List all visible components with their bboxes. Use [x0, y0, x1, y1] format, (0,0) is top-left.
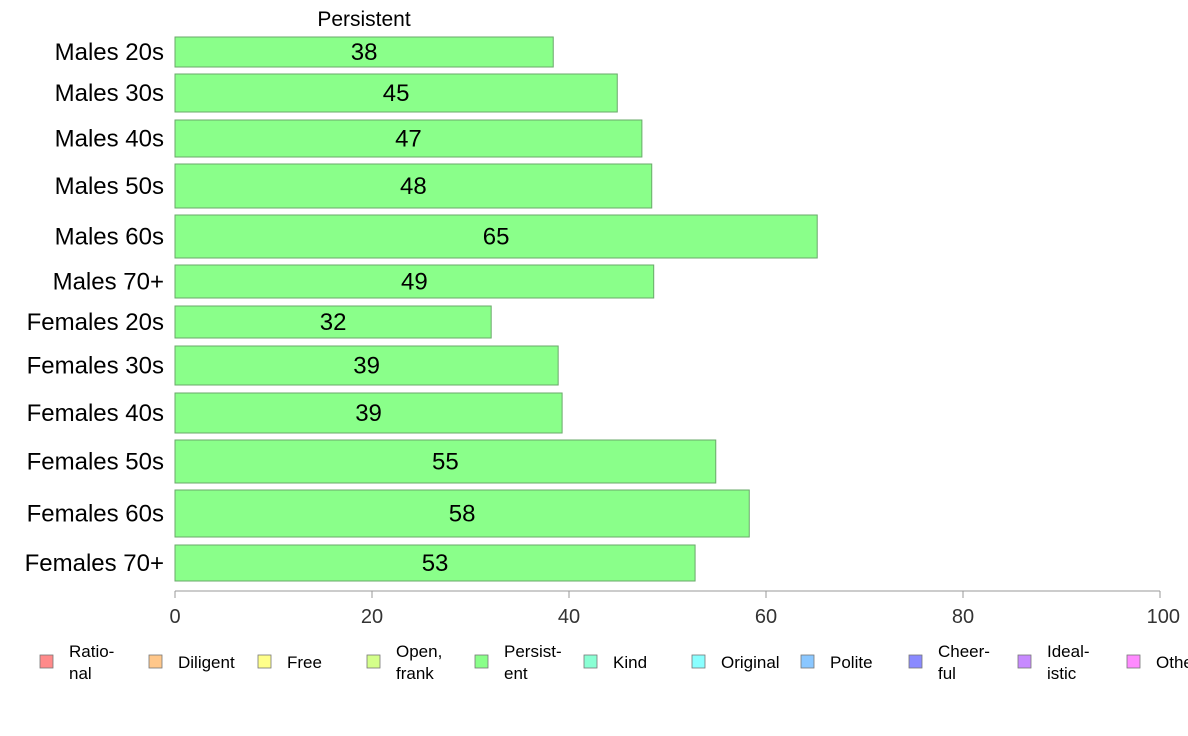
category-label: Males 30s: [55, 80, 164, 107]
bar-value-label: 55: [432, 449, 459, 476]
x-tick-label: 100: [1147, 606, 1180, 628]
legend-swatch: [691, 654, 706, 669]
bar: [174, 439, 717, 484]
bar: [174, 489, 750, 538]
legend-swatch: [800, 654, 815, 669]
bar: [174, 345, 559, 386]
category-label: Males 50s: [55, 173, 164, 200]
legend-swatch: [148, 654, 163, 669]
category-label: Females 70+: [25, 550, 164, 577]
legend-label: Polite: [830, 653, 873, 672]
legend-label: ent: [504, 664, 528, 683]
bar-value-label: 65: [483, 224, 510, 251]
legend-swatch: [1126, 654, 1141, 669]
bar-value-label: 53: [422, 550, 449, 577]
legend-label: Ratio-: [69, 642, 114, 661]
bar: [174, 305, 492, 339]
bar-value-label: 32: [320, 309, 347, 336]
legend-swatch: [474, 654, 489, 669]
bar: [174, 264, 655, 299]
legend-label: Original: [721, 653, 780, 672]
legend-label: Persist-: [504, 642, 562, 661]
bar-value-label: 39: [355, 400, 382, 427]
bar: [174, 214, 818, 259]
category-label: Males 20s: [55, 39, 164, 66]
legend-label: ful: [938, 664, 956, 683]
legend-label: Kind: [613, 653, 647, 672]
legend-label: Ideal-: [1047, 642, 1090, 661]
bar: [174, 119, 643, 158]
bar: [174, 163, 653, 209]
legend-label: frank: [396, 664, 434, 683]
legend-swatch: [908, 654, 923, 669]
category-label: Females 40s: [27, 400, 164, 427]
bars-layer: 38 Males 20s 45 Males 30s 47 Males 40s 48 Males…: [25, 36, 818, 582]
category-label: Males 70+: [53, 269, 164, 296]
bar-value-label: 49: [401, 269, 428, 296]
legend-swatch: [366, 654, 381, 669]
legend-label: Free: [287, 653, 322, 672]
chart-title: Persistent: [317, 8, 411, 31]
bar-value-label: 38: [351, 39, 378, 66]
category-label: Females 30s: [27, 353, 164, 380]
legend: Ratio-nal Diligent Free Open, frank Persist-e…: [39, 642, 1188, 683]
x-tick-label: 60: [755, 606, 777, 628]
x-axis: 0 20 40 60 80 100: [169, 590, 1180, 628]
bar-value-label: 47: [395, 126, 422, 153]
category-label: Females 50s: [27, 449, 164, 476]
bar: [174, 544, 696, 582]
legend-label: nal: [69, 664, 92, 683]
x-tick-label: 40: [558, 606, 580, 628]
legend-label: Cheer-: [938, 642, 990, 661]
category-label: Males 60s: [55, 224, 164, 251]
bar: [174, 392, 563, 434]
legend-swatch: [1017, 654, 1032, 669]
bar: [174, 73, 618, 113]
legend-label: Open,: [396, 642, 442, 661]
legend-swatch: [39, 654, 54, 669]
category-label: Males 40s: [55, 126, 164, 153]
bar-value-label: 39: [353, 353, 380, 380]
legend-swatch: [257, 654, 272, 669]
x-tick-label: 80: [952, 606, 974, 628]
x-tick-label: 0: [169, 606, 180, 628]
legend-label: Other: [1156, 653, 1188, 672]
bar-value-label: 58: [449, 501, 476, 528]
bar-value-label: 48: [400, 173, 427, 200]
legend-label: Diligent: [178, 653, 235, 672]
x-tick-label: 20: [361, 606, 383, 628]
legend-label: istic: [1047, 664, 1077, 683]
bar-value-label: 45: [383, 80, 410, 107]
legend-swatch: [583, 654, 598, 669]
category-label: Females 60s: [27, 501, 164, 528]
category-label: Females 20s: [27, 309, 164, 336]
bar: [174, 36, 554, 68]
